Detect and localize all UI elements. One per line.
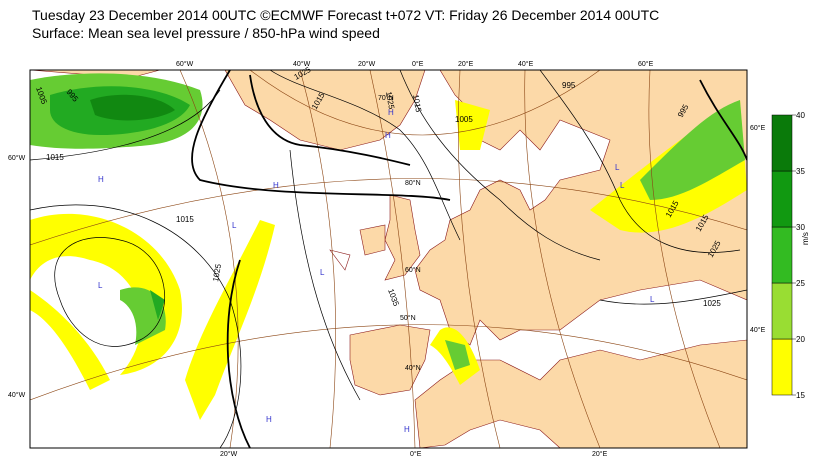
pressure-centre: L [232, 221, 237, 230]
isobar-label: 1025 [384, 91, 396, 111]
pressure-centre: L [615, 163, 620, 172]
graticule-label: 20°E [592, 450, 608, 458]
map-frame [29, 69, 748, 449]
graticule-label: 0°E [410, 450, 422, 458]
graticule-label: 40°W [8, 391, 26, 399]
colorbar-segment [771, 170, 793, 228]
isobar-label: 1015 [411, 94, 423, 114]
graticule-label: 60°E [750, 124, 766, 132]
graticule-label: 20°W [358, 60, 376, 68]
graticule-label: 40°N [405, 364, 421, 372]
pressure-centre: H [385, 131, 391, 140]
graticule-label: 40°E [518, 60, 534, 68]
pressure-centre: L [320, 268, 325, 277]
colorbar-segment [771, 114, 793, 172]
colorbar-segment [771, 282, 793, 340]
isobar-label: 1005 [455, 115, 473, 124]
colorbar-segment [771, 226, 793, 284]
colorbar-tick-label: 20 [796, 335, 805, 344]
isobar-label: 995 [562, 81, 576, 90]
pressure-centre: L [620, 181, 625, 190]
graticule-label: 40°E [750, 326, 766, 334]
graticule-label: 0°E [412, 60, 424, 68]
colorbar-tick-label: 30 [796, 223, 805, 232]
isobar-label: 1015 [46, 153, 64, 162]
isobar-label: 1025 [211, 263, 223, 283]
pressure-centre: H [273, 181, 279, 190]
pressure-centre: H [98, 175, 104, 184]
colorbar-segment [771, 338, 793, 396]
pressure-centre: H [404, 425, 410, 434]
colorbar-unit: m/s [801, 232, 810, 245]
graticule-label: 60°W [8, 154, 26, 162]
map-area [30, 70, 747, 448]
graticule-label: 60°N [405, 266, 421, 274]
pressure-centre: L [650, 295, 655, 304]
graticule-label: 80°N [405, 179, 421, 187]
colorbar-tick-label: 40 [796, 111, 805, 120]
pressure-centre: H [266, 415, 272, 424]
title: Tuesday 23 December 2014 00UTC ©ECMWF Fo… [32, 7, 659, 23]
isobar-bold [191, 70, 747, 448]
isobar-label: 1015 [176, 215, 194, 224]
colorbar: 15 20 25 30 35 40 m/s [771, 111, 810, 400]
graticule-label: 60°W [176, 60, 194, 68]
pressure-centre: L [98, 281, 103, 290]
graticule-label: 20°W [220, 450, 238, 458]
graticule-label: 20°E [458, 60, 474, 68]
graticule-label: 40°W [293, 60, 311, 68]
graticule-label: 70°N [378, 94, 394, 102]
colorbar-tick-label: 15 [796, 391, 805, 400]
subtitle: Surface: Mean sea level pressure / 850-h… [32, 25, 380, 41]
graticule-label: 60°E [638, 60, 654, 68]
isobar-label: 1025 [703, 299, 721, 308]
graticule-label: 50°N [400, 314, 416, 322]
wind-30 [90, 94, 175, 121]
pressure-centre: H [388, 108, 394, 117]
colorbar-tick-label: 25 [796, 279, 805, 288]
colorbar-tick-label: 35 [796, 167, 805, 176]
